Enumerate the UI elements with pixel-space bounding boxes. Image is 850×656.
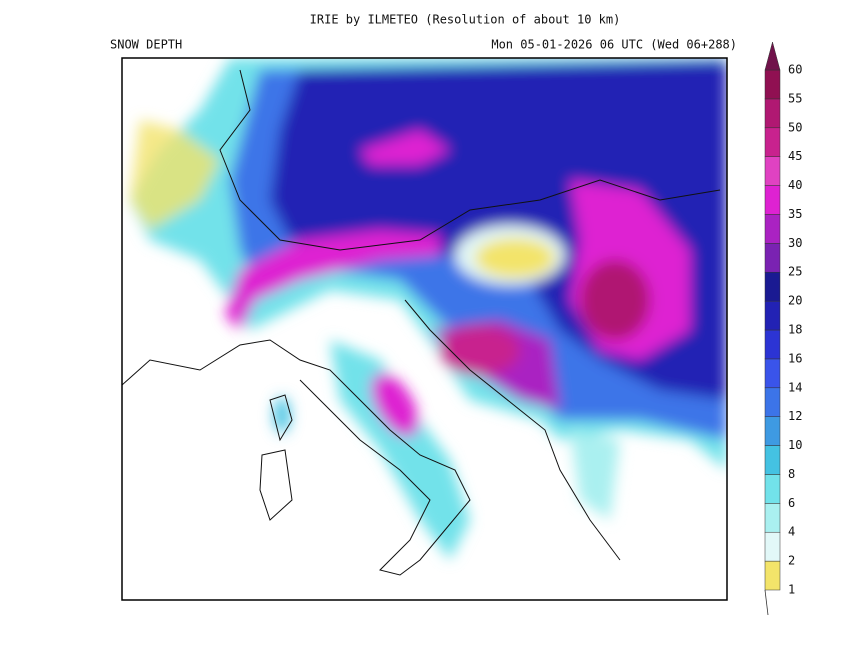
color-swatch [764, 98, 781, 129]
colorbar-label: 8 [788, 467, 795, 481]
colorbar-label: 25 [788, 265, 802, 279]
colorbar-label: 45 [788, 149, 802, 163]
color-swatch [764, 560, 781, 591]
variable-label: SNOW DEPTH [110, 38, 182, 52]
map-frame [121, 57, 728, 601]
colorbar-label: 1 [788, 583, 795, 597]
colorbar-label: 12 [788, 409, 802, 423]
color-swatch [764, 69, 781, 100]
color-swatch [764, 41, 781, 71]
color-swatch [764, 387, 781, 417]
color-swatch [764, 503, 781, 533]
colorbar-label: 6 [788, 496, 795, 510]
colorbar-label: 16 [788, 351, 802, 365]
colorbar-label: 55 [788, 91, 802, 105]
color-swatch [764, 474, 781, 504]
colorbar-label: 10 [788, 438, 802, 452]
color-swatch [764, 445, 781, 475]
colorbar-label: 4 [788, 525, 795, 539]
color-swatch [764, 271, 781, 302]
colorbar-label: 30 [788, 236, 802, 250]
color-swatch [764, 300, 781, 331]
color-swatch [764, 243, 781, 273]
snow-field [122, 58, 727, 600]
map-title: IRIE by ILMETEO (Resolution of about 10 … [310, 13, 621, 27]
colorbar-label: 50 [788, 120, 802, 134]
color-swatch [764, 358, 781, 389]
color-swatch [764, 531, 781, 562]
color-swatch [764, 214, 781, 244]
colorbar-label: 40 [788, 178, 802, 192]
colorbar-label: 14 [788, 380, 802, 394]
color-swatch [764, 416, 781, 446]
color-swatch [764, 156, 781, 186]
colorbar-tail [764, 589, 769, 616]
colorbar-label: 18 [788, 323, 802, 337]
color-swatch [764, 329, 781, 360]
valid-time: Mon 05-01-2026 06 UTC (Wed 06+288) [491, 38, 737, 52]
color-swatch [764, 127, 781, 157]
colorbar-label: 35 [788, 207, 802, 221]
color-swatch [764, 185, 781, 215]
colorbar-label: 20 [788, 294, 802, 308]
colorbar-label: 60 [788, 63, 802, 77]
colorbar-label: 2 [788, 554, 795, 568]
